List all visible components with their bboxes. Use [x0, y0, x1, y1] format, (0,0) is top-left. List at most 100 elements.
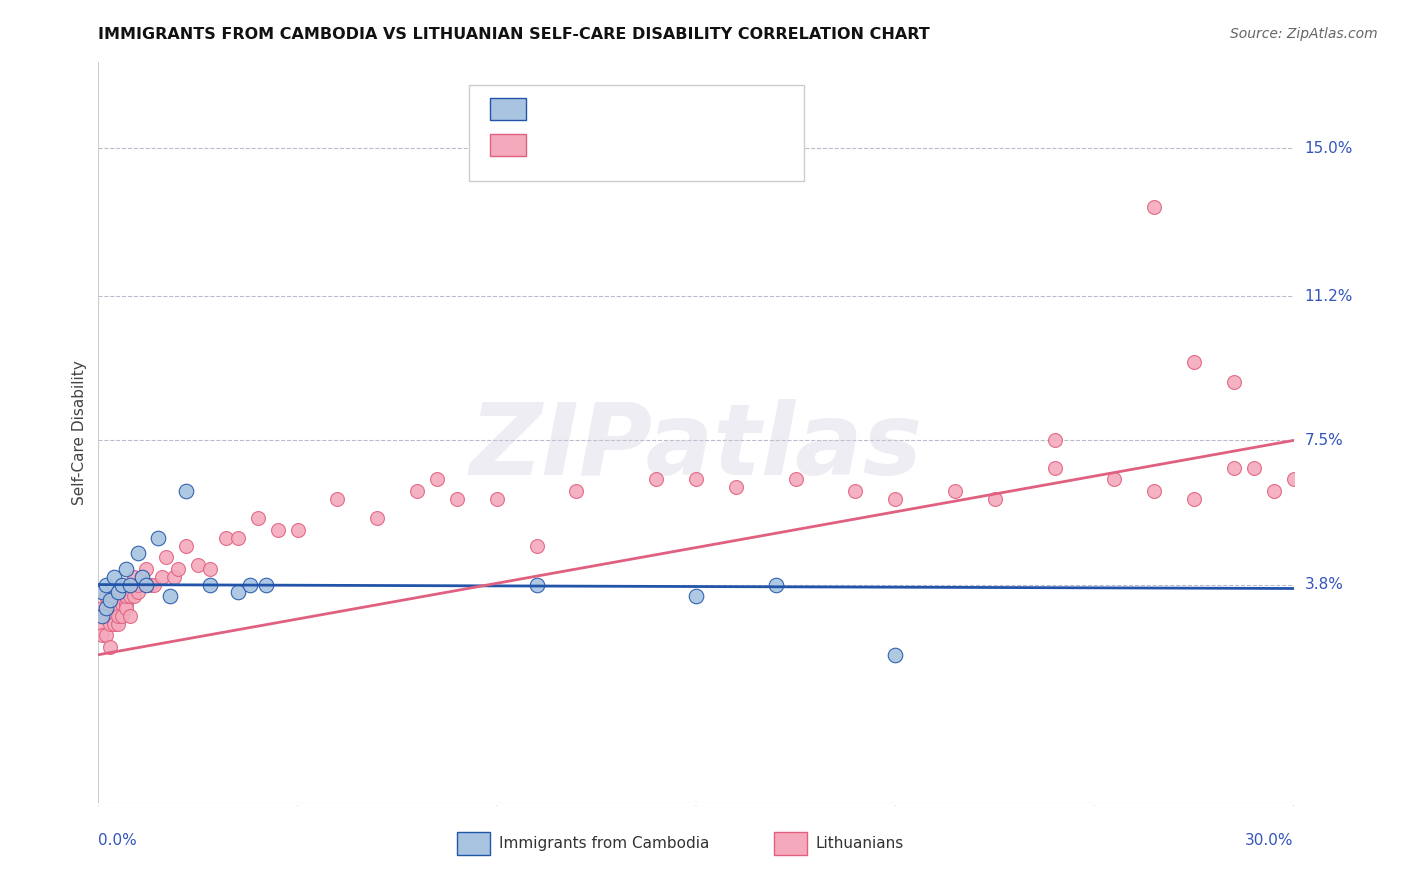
- Point: [685, 589, 707, 603]
- Point: [174, 539, 197, 553]
- Point: [115, 597, 138, 611]
- Point: [98, 601, 122, 615]
- Point: [1143, 484, 1166, 499]
- Point: [96, 608, 118, 623]
- Point: [226, 585, 249, 599]
- Point: [111, 597, 134, 611]
- Text: 0.0%: 0.0%: [98, 833, 138, 848]
- Point: [1043, 434, 1066, 448]
- Point: [91, 628, 114, 642]
- Point: [239, 577, 262, 591]
- Point: [103, 597, 125, 611]
- Point: [1043, 460, 1066, 475]
- Point: [127, 546, 149, 560]
- Point: [267, 523, 290, 537]
- Point: [1223, 375, 1246, 389]
- Point: [111, 608, 134, 623]
- Point: [98, 616, 122, 631]
- Point: [96, 577, 118, 591]
- Point: [131, 570, 153, 584]
- Point: [426, 472, 449, 486]
- Point: [96, 628, 118, 642]
- Point: [485, 491, 508, 506]
- Point: [884, 648, 907, 662]
- Point: [785, 472, 807, 486]
- Point: [287, 523, 309, 537]
- Point: [246, 511, 269, 525]
- Point: [96, 601, 118, 615]
- Point: [226, 531, 249, 545]
- Point: [91, 601, 114, 615]
- Point: [124, 570, 146, 584]
- Point: [1182, 491, 1205, 506]
- Point: [1282, 472, 1305, 486]
- Point: [167, 562, 190, 576]
- Text: R =  0.518   N = 75: R = 0.518 N = 75: [544, 138, 702, 153]
- Point: [198, 562, 221, 576]
- Point: [98, 589, 122, 603]
- Text: 30.0%: 30.0%: [1246, 833, 1294, 848]
- Text: ZIPatlas: ZIPatlas: [470, 399, 922, 496]
- Point: [565, 484, 588, 499]
- Point: [1143, 200, 1166, 214]
- Point: [127, 585, 149, 599]
- Point: [120, 589, 142, 603]
- Point: [1182, 355, 1205, 369]
- Text: R = -0.010   N = 24: R = -0.010 N = 24: [544, 102, 702, 117]
- Point: [111, 577, 134, 591]
- Point: [326, 491, 349, 506]
- Point: [91, 608, 114, 623]
- Point: [107, 608, 129, 623]
- Text: 15.0%: 15.0%: [1305, 141, 1353, 156]
- Point: [724, 480, 747, 494]
- Point: [765, 577, 787, 591]
- Point: [103, 570, 125, 584]
- Point: [198, 577, 221, 591]
- Point: [107, 585, 129, 599]
- Point: [98, 593, 122, 607]
- Point: [685, 472, 707, 486]
- Point: [1243, 460, 1265, 475]
- Point: [103, 616, 125, 631]
- Point: [159, 589, 181, 603]
- Point: [1104, 472, 1126, 486]
- Point: [984, 491, 1007, 506]
- Point: [115, 601, 138, 615]
- Point: [103, 608, 125, 623]
- Text: 3.8%: 3.8%: [1305, 577, 1344, 592]
- Point: [884, 491, 907, 506]
- Text: Lithuanians: Lithuanians: [815, 836, 904, 851]
- Point: [446, 491, 468, 506]
- Point: [645, 472, 668, 486]
- Bar: [491, 135, 526, 156]
- Point: [1223, 460, 1246, 475]
- Point: [91, 616, 114, 631]
- Point: [115, 585, 138, 599]
- Point: [120, 608, 142, 623]
- Point: [107, 616, 129, 631]
- Point: [163, 570, 186, 584]
- Point: [1263, 484, 1285, 499]
- Point: [124, 589, 146, 603]
- Point: [91, 585, 114, 599]
- Point: [526, 577, 548, 591]
- Point: [115, 562, 138, 576]
- Point: [366, 511, 388, 525]
- Text: IMMIGRANTS FROM CAMBODIA VS LITHUANIAN SELF-CARE DISABILITY CORRELATION CHART: IMMIGRANTS FROM CAMBODIA VS LITHUANIAN S…: [98, 27, 931, 42]
- Bar: [773, 831, 807, 855]
- Point: [135, 562, 157, 576]
- Bar: [491, 98, 526, 120]
- Text: Source: ZipAtlas.com: Source: ZipAtlas.com: [1230, 27, 1378, 41]
- Point: [139, 577, 162, 591]
- Point: [98, 640, 122, 654]
- Point: [254, 577, 277, 591]
- Point: [115, 589, 138, 603]
- Text: Immigrants from Cambodia: Immigrants from Cambodia: [499, 836, 709, 851]
- Point: [155, 550, 177, 565]
- Point: [174, 484, 197, 499]
- Point: [107, 589, 129, 603]
- FancyBboxPatch shape: [470, 85, 804, 181]
- Text: 11.2%: 11.2%: [1305, 289, 1353, 304]
- Text: 7.5%: 7.5%: [1305, 433, 1343, 448]
- Bar: [457, 831, 491, 855]
